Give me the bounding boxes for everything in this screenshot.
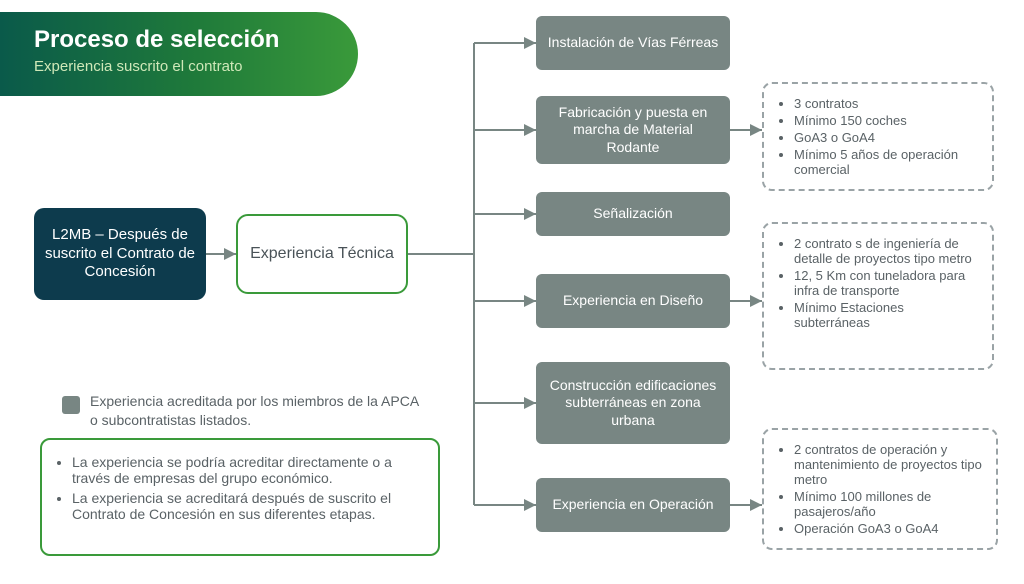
note-item: La experiencia se podría acreditar direc… xyxy=(72,454,424,486)
req-rodante: 3 contratos Mínimo 150 coches GoA3 o GoA4 M… xyxy=(762,82,994,191)
node-rodante: Fabricación y puesta en marcha de Materi… xyxy=(536,96,730,164)
legend-square-icon xyxy=(62,396,80,414)
node-tech: Experiencia Técnica xyxy=(236,214,408,294)
req-oper-list: 2 contratos de operación y mantenimiento… xyxy=(778,442,982,536)
req-item: Mínimo Estaciones subterráneas xyxy=(794,300,978,330)
req-oper: 2 contratos de operación y mantenimiento… xyxy=(762,428,998,550)
req-item: Mínimo 100 millones de pasajeros/año xyxy=(794,489,982,519)
node-oper: Experiencia en Operación xyxy=(536,478,730,532)
req-item: Mínimo 150 coches xyxy=(794,113,978,128)
node-vias: Instalación de Vías Férreas xyxy=(536,16,730,70)
req-item: 2 contratos de operación y mantenimiento… xyxy=(794,442,982,487)
note-list: La experiencia se podría acreditar direc… xyxy=(56,454,424,522)
req-item: 3 contratos xyxy=(794,96,978,111)
node-senal: Señalización xyxy=(536,192,730,236)
note-box: La experiencia se podría acreditar direc… xyxy=(40,438,440,556)
node-diseno: Experiencia en Diseño xyxy=(536,274,730,328)
req-rodante-list: 3 contratos Mínimo 150 coches GoA3 o GoA4 M… xyxy=(778,96,978,177)
req-diseno: 2 contrato s de ingeniería de detalle de… xyxy=(762,222,994,370)
node-constr: Construcción edificaciones subterráneas … xyxy=(536,362,730,444)
req-item: 12, 5 Km con tuneladora para infra de tr… xyxy=(794,268,978,298)
note-item: La experiencia se acreditará después de … xyxy=(72,490,424,522)
legend-text: Experiencia acreditada por los miembros … xyxy=(90,392,420,430)
req-item: GoA3 o GoA4 xyxy=(794,130,978,145)
req-item: Mínimo 5 años de operación comercial xyxy=(794,147,978,177)
req-diseno-list: 2 contrato s de ingeniería de detalle de… xyxy=(778,236,978,330)
req-item: 2 contrato s de ingeniería de detalle de… xyxy=(794,236,978,266)
node-root: L2MB – Después de suscrito el Contrato d… xyxy=(34,208,206,300)
req-item: Operación GoA3 o GoA4 xyxy=(794,521,982,536)
